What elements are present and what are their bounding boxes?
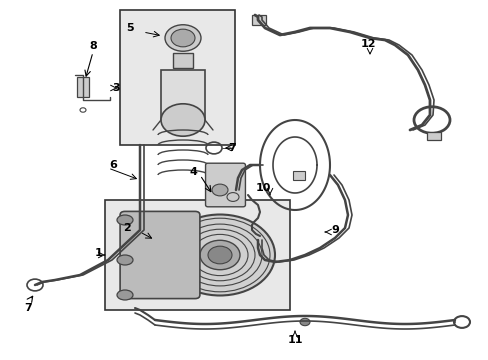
Circle shape [207,246,231,264]
Circle shape [200,240,240,270]
Text: 4: 4 [189,167,197,177]
Text: 12: 12 [360,39,375,49]
Text: 8: 8 [89,41,97,51]
Circle shape [164,25,201,51]
Text: 2: 2 [123,223,131,233]
Bar [77,77,89,97]
Bar [426,132,440,140]
Text: 10: 10 [255,183,270,193]
Circle shape [161,104,204,136]
Bar [120,10,235,145]
Text: 7: 7 [24,303,32,313]
Text: 1: 1 [95,248,102,258]
Bar [105,200,289,310]
Bar [161,70,204,120]
Text: 11: 11 [286,335,302,345]
Circle shape [171,29,195,47]
Bar [173,53,193,68]
FancyBboxPatch shape [120,211,200,298]
Circle shape [212,184,227,196]
FancyBboxPatch shape [205,163,245,207]
Circle shape [299,318,309,326]
Ellipse shape [117,215,133,225]
Bar [251,15,265,25]
Text: 5: 5 [126,23,134,33]
Bar [292,171,305,180]
Text: 3: 3 [112,83,120,93]
Text: 6: 6 [109,160,117,170]
Ellipse shape [117,290,133,300]
Circle shape [164,215,274,296]
Ellipse shape [117,255,133,265]
Text: 9: 9 [330,225,338,235]
Text: 7: 7 [228,143,235,153]
